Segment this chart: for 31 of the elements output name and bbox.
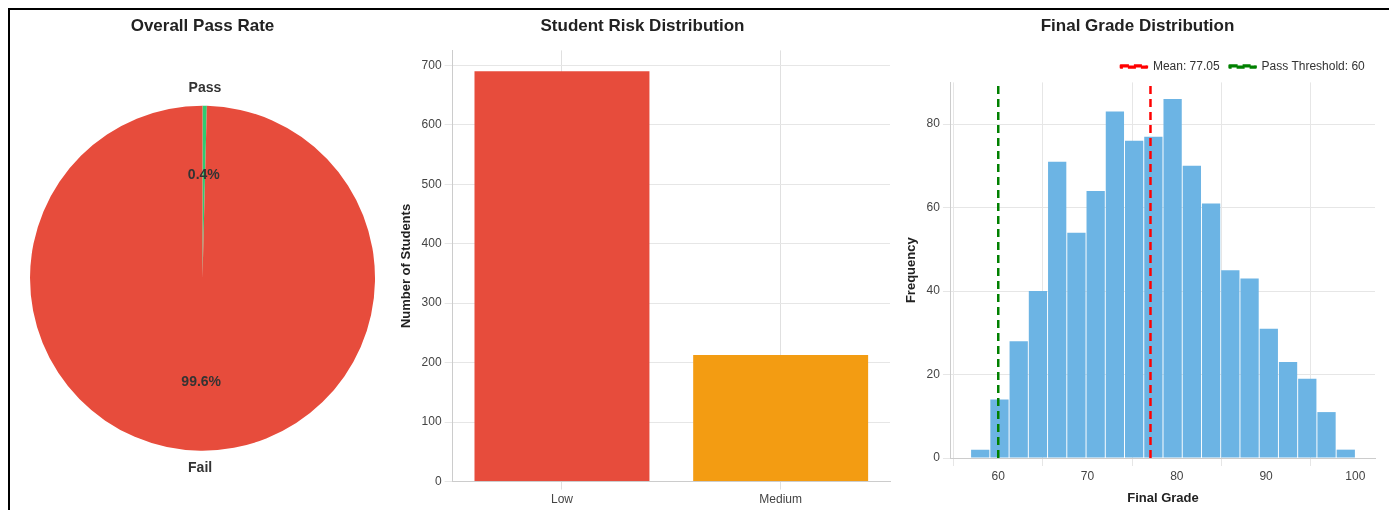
x-tick-label: 100: [1345, 468, 1366, 483]
x-axis-title: Final Grade: [1127, 489, 1199, 505]
y-tick-label: 60: [926, 199, 941, 214]
y-tick-label: 0: [933, 450, 941, 465]
x-tick-label: 60: [991, 468, 1006, 483]
y-tick-label: 600: [421, 117, 442, 132]
chart-title: Overall Pass Rate: [130, 15, 275, 35]
y-axis-title: Number of Students: [398, 203, 414, 329]
x-tick-label: Low: [550, 492, 574, 507]
x-tick-label: 70: [1080, 468, 1095, 483]
legend-label: Mean: 77.05: [1152, 58, 1220, 73]
y-tick-label: 40: [926, 283, 941, 298]
legend-label: Pass Threshold: 60: [1261, 58, 1366, 73]
y-tick-label: 500: [421, 176, 442, 191]
y-tick-label: 200: [421, 354, 442, 369]
y-axis-title: Frequency: [903, 236, 919, 304]
y-tick-label: 80: [926, 116, 941, 131]
x-tick-label: 90: [1259, 468, 1274, 483]
data-label: 99.6%: [181, 372, 222, 389]
x-tick-label: 80: [1170, 468, 1184, 483]
slice-label: Fail: [188, 458, 213, 475]
chart-title: Final Grade Distribution: [1040, 15, 1235, 35]
y-tick-label: 700: [421, 57, 442, 72]
y-tick-label: 100: [421, 414, 442, 429]
x-tick-label: Medium: [759, 492, 802, 507]
y-tick-label: 300: [421, 295, 442, 310]
chart-title: Student Risk Distribution: [540, 15, 745, 35]
y-tick-label: 400: [421, 236, 442, 251]
slice-label: Pass: [188, 79, 222, 96]
y-tick-label: 0: [434, 473, 442, 488]
y-tick-label: 20: [926, 366, 941, 381]
